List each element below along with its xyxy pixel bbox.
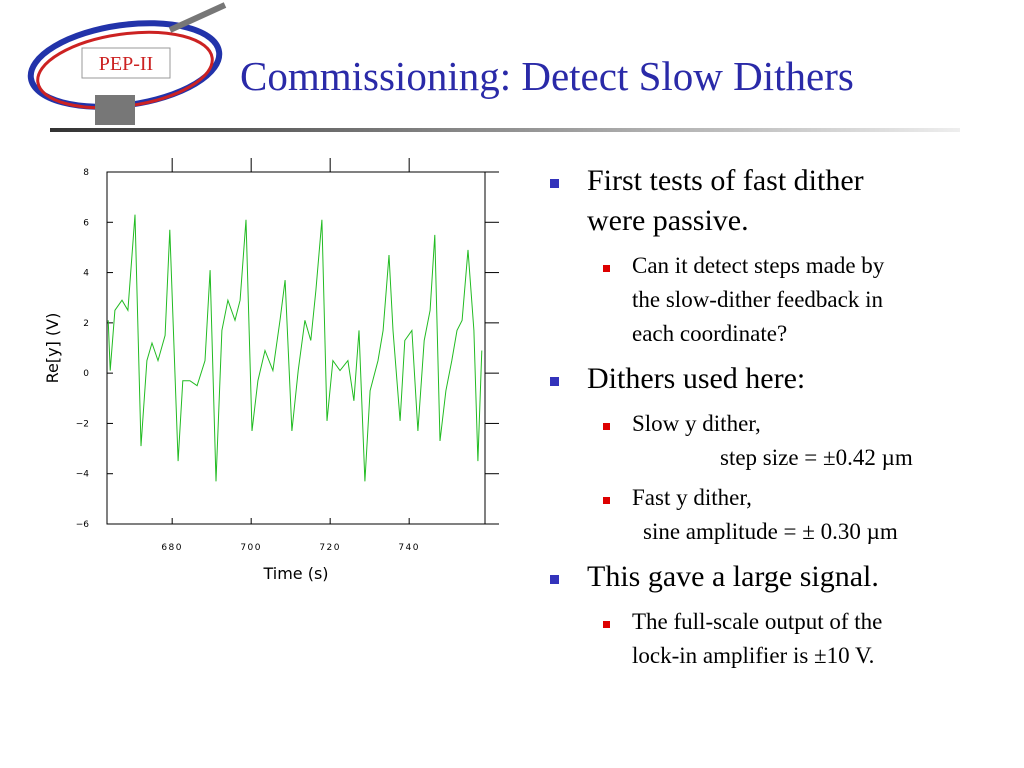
sub-bullet-text: lock-in amplifier is ±10 V. xyxy=(632,643,875,668)
bullet-text: First tests of fast dither xyxy=(587,164,864,197)
logo: PEP-II xyxy=(27,2,227,125)
plot-frame xyxy=(106,171,486,525)
y-axis-label: Re[y] (V) xyxy=(43,313,62,384)
y-tick-label: −6 xyxy=(76,520,90,530)
sub-bullet-text: Slow y dither, xyxy=(632,411,761,436)
sub-bullet xyxy=(603,423,610,430)
sub-bullet xyxy=(603,265,610,272)
y-tick-label: −2 xyxy=(76,419,89,429)
data-line xyxy=(107,214,483,482)
x-tick-label: 680 xyxy=(161,543,183,553)
x-tick-label: 700 xyxy=(240,543,262,553)
x-tick-label: 720 xyxy=(319,543,341,553)
sub-bullet-text: Fast y dither, xyxy=(632,485,752,510)
bullet xyxy=(550,377,559,386)
sub-bullet-text: sine amplitude = ± 0.30 µm xyxy=(643,519,898,544)
bullet-text: This gave a large signal. xyxy=(587,560,879,593)
sub-bullet-text: Can it detect steps made by xyxy=(632,253,885,278)
y-tick-label: 4 xyxy=(83,269,89,279)
sub-bullet-text: the slow-dither feedback in xyxy=(632,287,883,312)
sub-bullet-text: each coordinate? xyxy=(632,321,788,346)
y-tick-label: 2 xyxy=(83,319,89,329)
bullet-text: were passive. xyxy=(587,204,749,237)
y-tick-label: −4 xyxy=(76,470,90,480)
sub-bullet-text: step size = ±0.42 µm xyxy=(720,445,913,470)
y-tick-label: 8 xyxy=(83,168,89,178)
y-tick-label: 0 xyxy=(83,369,89,379)
bullet xyxy=(550,575,559,584)
logo-text: PEP-II xyxy=(99,53,153,75)
sub-bullet xyxy=(603,621,610,628)
sub-bullet xyxy=(603,497,610,504)
y-tick-label: 6 xyxy=(83,218,89,228)
x-axis-label: Time (s) xyxy=(262,564,328,583)
bullet-text: Dithers used here: xyxy=(587,362,806,395)
x-tick-label: 740 xyxy=(398,543,420,553)
chart: −6 −4 −2 0 2 4 6 8 680 700 720 740 Time (s) Re[y] (V) xyxy=(43,158,499,583)
sub-bullet-text: The full-scale output of the xyxy=(632,609,883,634)
title-rule xyxy=(50,128,960,132)
bullet xyxy=(550,179,559,188)
slide-title: Commissioning: Detect Slow Dithers xyxy=(240,53,854,99)
